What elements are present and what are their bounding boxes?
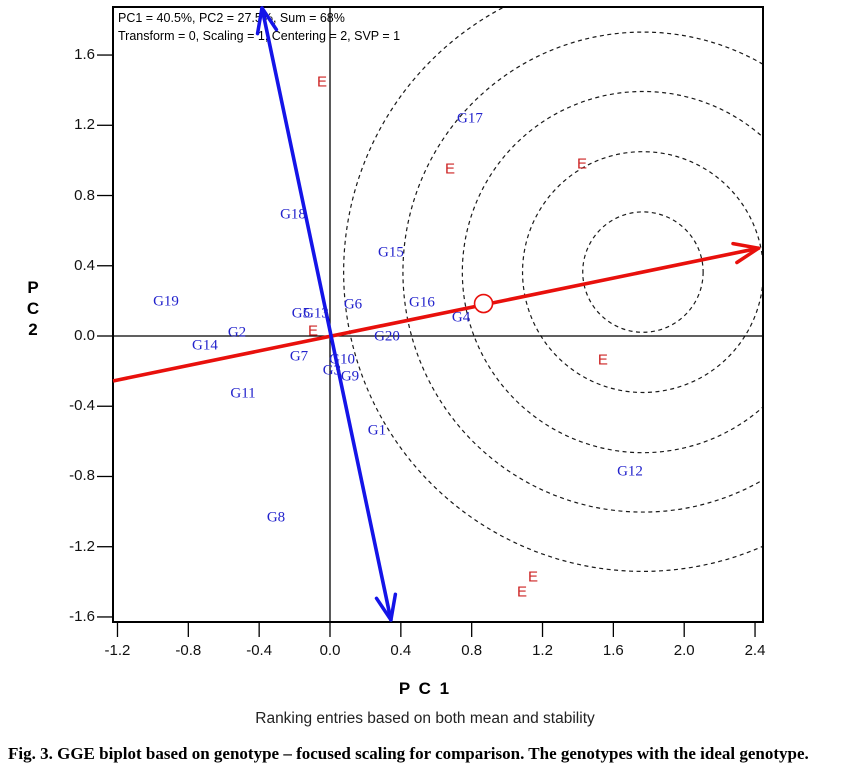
y-tick-label: -1.2 [69, 537, 95, 555]
aec-abscissa-arrowhead [735, 246, 761, 265]
y-axis-title-char: C [26, 299, 40, 318]
genotype-label: G15 [378, 244, 404, 261]
genotype-label: G12 [617, 463, 643, 480]
environment-label: E [576, 155, 588, 173]
y-tick-label: 0.4 [74, 256, 95, 274]
concentric-ring [521, 151, 763, 394]
x-tick-label: 1.2 [532, 642, 553, 659]
genotype-label: G5 [291, 305, 311, 322]
genotype-label: G11 [230, 385, 256, 402]
genotype-label: G20 [374, 328, 400, 345]
concentric-ring [582, 211, 704, 333]
x-axis-title: P C 1 [398, 679, 452, 698]
genotype-label: G4 [451, 309, 471, 326]
x-tick-label: 2.0 [673, 642, 695, 659]
genotype-label: G8 [266, 509, 286, 526]
aec-abscissa-arrow [112, 246, 759, 383]
aec-ordinate-arrowhead-bottom [389, 592, 398, 622]
aec-ordinate-arrowhead-bottom [374, 596, 393, 622]
x-tick-label: 0.4 [390, 642, 412, 659]
environment-label: E [516, 583, 527, 601]
x-tick-label: -0.4 [246, 642, 273, 659]
genotype-label: G19 [153, 293, 179, 310]
aec-ordinate-arrowhead-top [255, 6, 264, 36]
genotype-label: G9 [340, 368, 360, 385]
stats-line-1: PC1 = 40.5%, PC2 = 27.5%, Sum = 68% [118, 11, 345, 25]
genotype-label: G18 [280, 206, 306, 223]
aec-ordinate-arrow [260, 7, 393, 621]
y-tick-label: -1.6 [69, 607, 95, 625]
x-tick-label: -1.2 [104, 642, 131, 659]
genotype-label: G1 [367, 422, 387, 439]
y-tick-label: 1.6 [74, 46, 95, 64]
concentric-ring [343, 7, 763, 572]
y-tick-label: 1.2 [74, 116, 95, 134]
genotype-label: G17 [456, 110, 483, 127]
genotype-label: G14 [192, 337, 218, 354]
genotype-label: G3 [322, 362, 342, 379]
x-tick-label: 0.8 [461, 642, 483, 659]
y-tick-label: 0.0 [74, 327, 95, 344]
concentric-ring [402, 31, 763, 513]
y-tick-label: -0.4 [69, 397, 95, 415]
y-axis-title: P C 2 [22, 277, 44, 340]
genotype-label: G13 [303, 305, 329, 322]
y-tick-label: 0.8 [74, 186, 95, 204]
y-tick-label: -0.8 [69, 467, 95, 485]
concentric-ring [461, 90, 763, 454]
environment-label: E [597, 351, 608, 369]
genotype-label: G2 [227, 324, 247, 341]
genotype-label: G16 [408, 294, 435, 311]
x-tick-label: -0.8 [175, 642, 202, 659]
aec-abscissa-arrowhead [731, 241, 761, 250]
y-axis-title-char: 2 [28, 320, 38, 339]
plot-border [112, 6, 764, 623]
genotype-label: G6 [343, 296, 363, 313]
genotype-label: G7 [289, 348, 309, 365]
environment-label: E [317, 73, 328, 91]
genotype-label: G10 [329, 351, 355, 368]
figure-caption: Fig. 3. GGE biplot based on genotype – f… [8, 744, 809, 763]
aec-ordinate-arrowhead-top [260, 6, 279, 32]
chart-subtitle: Ranking entries based on both mean and s… [255, 710, 595, 727]
x-tick-label: 1.6 [602, 642, 624, 659]
x-tick-label: 0.0 [319, 642, 341, 659]
environment-label: E [445, 160, 456, 178]
x-tick-label: 2.4 [744, 642, 766, 659]
environment-label: E [527, 568, 538, 586]
ideal-genotype-marker [473, 293, 494, 314]
environment-label: E [307, 322, 318, 340]
y-axis-title-char: P [27, 278, 39, 297]
